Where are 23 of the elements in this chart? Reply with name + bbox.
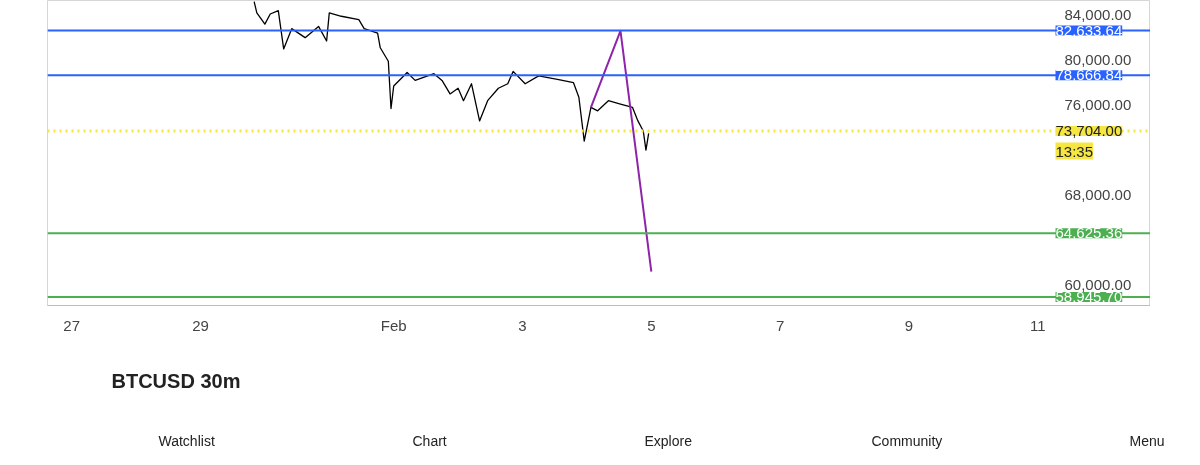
annotation: 13:35 xyxy=(1055,142,1094,160)
x-tick-label: 3 xyxy=(518,316,527,334)
text: Watchlist xyxy=(158,432,215,449)
ref-line-label: 64,625.36 xyxy=(1055,224,1123,242)
text: Explore xyxy=(644,432,693,449)
x-tick-label: 5 xyxy=(647,316,656,334)
y-tick-label: 68,000.00 xyxy=(1064,186,1132,204)
y-tick-label: 80,000.00 xyxy=(1064,51,1132,69)
text: Chart xyxy=(412,432,447,449)
ref-line-label: 73,704.00 xyxy=(1055,122,1123,140)
text: Menu xyxy=(1129,432,1165,449)
x-tick-label: 9 xyxy=(904,316,914,334)
x-tick-label: 7 xyxy=(775,316,785,334)
x-tick-label: Feb xyxy=(380,316,407,334)
y-tick-label: 84,000.00 xyxy=(1064,6,1132,24)
text: Community xyxy=(871,432,943,449)
ref-line-label: 82,633.64 xyxy=(1055,21,1123,39)
ref-line-label: 78,666.84 xyxy=(1055,66,1123,84)
x-tick-label: 11 xyxy=(1030,316,1046,334)
y-tick-label: 76,000.00 xyxy=(1064,96,1132,114)
text: BTCUSD 30m xyxy=(111,369,241,392)
x-tick-label: 29 xyxy=(192,316,209,334)
x-tick-label: 27 xyxy=(63,316,80,334)
